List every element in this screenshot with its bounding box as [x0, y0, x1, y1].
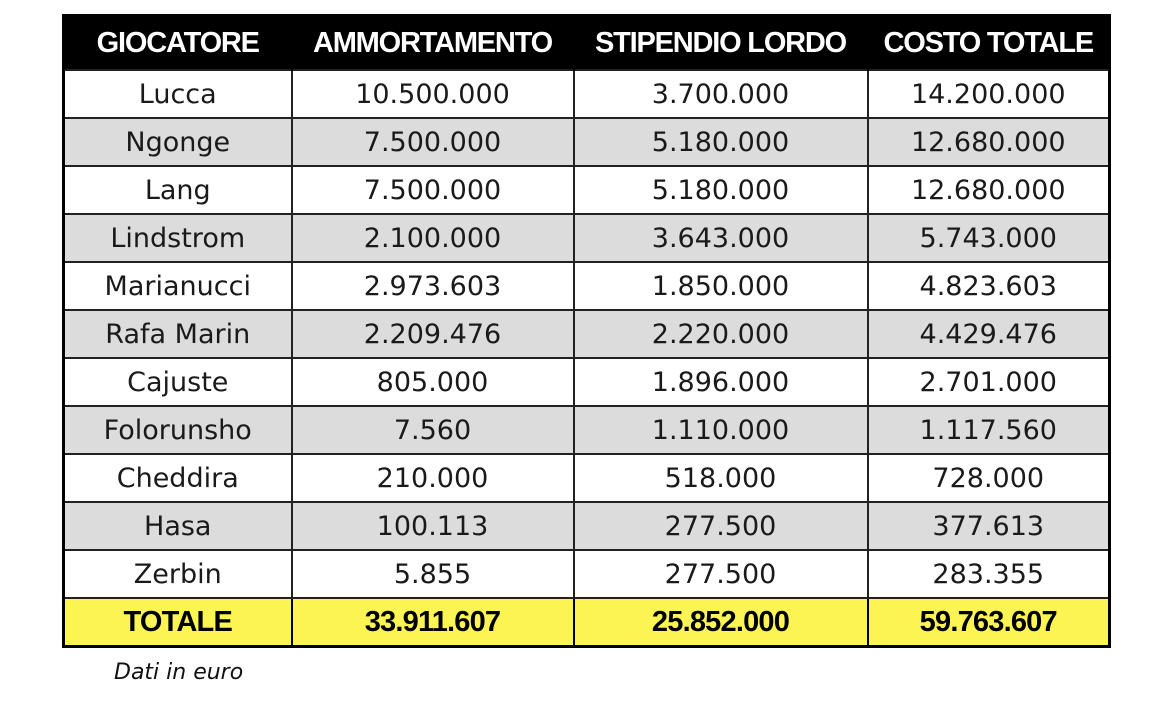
- header-amortization: AMMORTAMENTO: [291, 15, 575, 70]
- cell-player: Lang: [62, 165, 293, 215]
- player-cost-table: GIOCATORE AMMORTAMENTO STIPENDIO LORDO C…: [62, 14, 1111, 648]
- cell-gross-salary: 3.643.000: [572, 213, 869, 263]
- cell-gross-salary: 1.850.000: [572, 261, 869, 311]
- cell-player: Rafa Marin: [62, 309, 293, 359]
- table-row: Ngonge 7.500.000 5.180.000 12.680.000: [62, 117, 1111, 167]
- table-body: Lucca 10.500.000 3.700.000 14.200.000 Ngonge…: [62, 69, 1111, 599]
- cell-amortization: 7.500.000: [290, 117, 575, 167]
- cell-total-cost: 4.429.476: [866, 309, 1111, 359]
- cost-table-container: GIOCATORE AMMORTAMENTO STIPENDIO LORDO C…: [62, 14, 1111, 648]
- cell-gross-salary: 518.000: [572, 453, 869, 503]
- cell-total-cost: 283.355: [866, 549, 1111, 599]
- table-row: Cajuste 805.000 1.896.000 2.701.000: [62, 357, 1111, 407]
- cell-total-cost: 377.613: [866, 501, 1111, 551]
- cell-amortization: 2.100.000: [290, 213, 575, 263]
- cell-gross-salary: 1.896.000: [572, 357, 869, 407]
- cell-player: Cheddira: [62, 453, 293, 503]
- cell-gross-salary: 3.700.000: [572, 69, 869, 119]
- cell-amortization: 2.209.476: [290, 309, 575, 359]
- cell-gross-salary: 1.110.000: [572, 405, 869, 455]
- cell-total-cost: 14.200.000: [866, 69, 1111, 119]
- cell-amortization: 7.560: [290, 405, 575, 455]
- cell-total-cost: 12.680.000: [866, 165, 1111, 215]
- footnote: Dati in euro: [114, 660, 244, 685]
- total-row: TOTALE 33.911.607 25.852.000 59.763.607: [62, 597, 1111, 648]
- table-row: Lang 7.500.000 5.180.000 12.680.000: [62, 165, 1111, 215]
- cell-amortization: 5.855: [290, 549, 575, 599]
- table-row: Lindstrom 2.100.000 3.643.000 5.743.000: [62, 213, 1111, 263]
- cell-player: Ngonge: [62, 117, 293, 167]
- table-header: GIOCATORE AMMORTAMENTO STIPENDIO LORDO C…: [63, 15, 1111, 70]
- total-total-cost: 59.763.607: [866, 597, 1111, 648]
- cell-amortization: 805.000: [290, 357, 575, 407]
- cell-amortization: 210.000: [290, 453, 575, 503]
- cell-player: Cajuste: [62, 357, 293, 407]
- total-label: TOTALE: [62, 597, 293, 648]
- cell-player: Lindstrom: [62, 213, 293, 263]
- header-row: GIOCATORE AMMORTAMENTO STIPENDIO LORDO C…: [63, 15, 1111, 70]
- total-gross-salary: 25.852.000: [572, 597, 869, 648]
- cell-total-cost: 2.701.000: [866, 357, 1111, 407]
- cell-gross-salary: 277.500: [572, 501, 869, 551]
- cell-amortization: 10.500.000: [290, 69, 575, 119]
- table-row: Marianucci 2.973.603 1.850.000 4.823.603: [62, 261, 1111, 311]
- cell-player: Lucca: [62, 69, 293, 119]
- table-row: Zerbin 5.855 277.500 283.355: [62, 549, 1111, 599]
- total-amortization: 33.911.607: [290, 597, 575, 648]
- header-total-cost: COSTO TOTALE: [867, 15, 1111, 70]
- cell-player: Zerbin: [62, 549, 293, 599]
- cell-total-cost: 728.000: [866, 453, 1111, 503]
- cell-amortization: 7.500.000: [290, 165, 575, 215]
- cell-player: Folorunsho: [62, 405, 293, 455]
- cell-gross-salary: 2.220.000: [572, 309, 869, 359]
- cell-total-cost: 1.117.560: [866, 405, 1111, 455]
- table-row: Rafa Marin 2.209.476 2.220.000 4.429.476: [62, 309, 1111, 359]
- header-player: GIOCATORE: [63, 15, 293, 70]
- table-row: Lucca 10.500.000 3.700.000 14.200.000: [62, 69, 1111, 119]
- table-row: Hasa 100.113 277.500 377.613: [62, 501, 1111, 551]
- table-footer: TOTALE 33.911.607 25.852.000 59.763.607: [62, 597, 1111, 648]
- cell-total-cost: 5.743.000: [866, 213, 1111, 263]
- cell-total-cost: 12.680.000: [866, 117, 1111, 167]
- cell-gross-salary: 277.500: [572, 549, 869, 599]
- table-row: Cheddira 210.000 518.000 728.000: [62, 453, 1111, 503]
- cell-amortization: 100.113: [290, 501, 575, 551]
- cell-player: Marianucci: [62, 261, 293, 311]
- header-gross-salary: STIPENDIO LORDO: [573, 15, 869, 70]
- table-row: Folorunsho 7.560 1.110.000 1.117.560: [62, 405, 1111, 455]
- cell-total-cost: 4.823.603: [866, 261, 1111, 311]
- cell-gross-salary: 5.180.000: [572, 117, 869, 167]
- cell-amortization: 2.973.603: [290, 261, 575, 311]
- cell-player: Hasa: [62, 501, 293, 551]
- cell-gross-salary: 5.180.000: [572, 165, 869, 215]
